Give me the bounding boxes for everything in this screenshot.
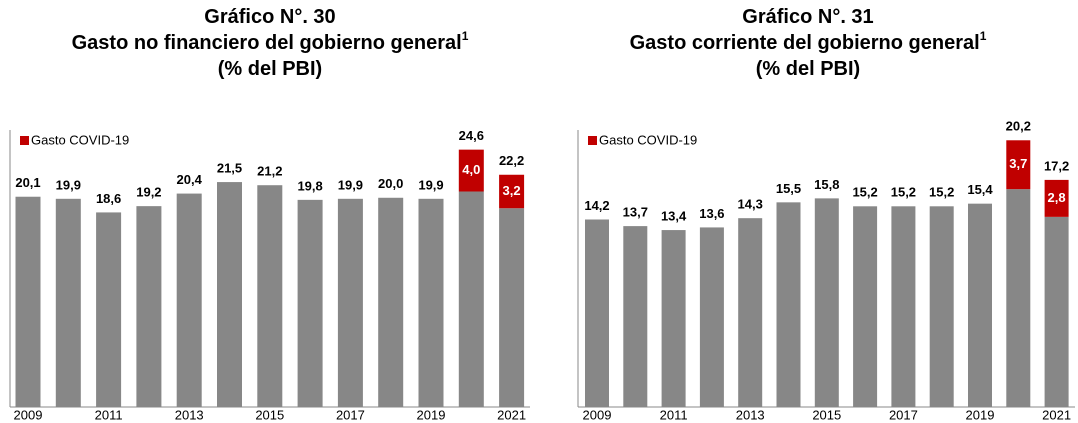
value-label: 18,6 — [96, 191, 121, 206]
bar — [499, 208, 525, 407]
legend-swatch — [588, 136, 597, 145]
value-label: 4,0 — [462, 162, 480, 177]
chart-title: Gráfico N°. 30 — [204, 6, 335, 28]
bar — [585, 219, 609, 407]
bar — [337, 198, 363, 407]
value-label: 15,5 — [776, 181, 801, 196]
chart-title: Gasto no financiero del gobierno general… — [72, 29, 469, 54]
value-label: 19,9 — [56, 177, 81, 192]
value-label: 14,2 — [584, 198, 609, 213]
value-label: 20,0 — [378, 176, 403, 191]
x-tick-label: 2017 — [889, 407, 918, 422]
title-text: (% del PBI) — [218, 58, 322, 80]
value-label: 13,6 — [699, 206, 724, 221]
total-label: 17,2 — [1044, 158, 1069, 173]
value-label: 15,2 — [852, 185, 877, 200]
bar — [661, 230, 686, 407]
legend-swatch — [20, 136, 29, 145]
x-tick-label: 2011 — [660, 407, 688, 422]
bar — [623, 226, 648, 407]
bar — [891, 206, 916, 407]
total-label: 20,2 — [1006, 119, 1031, 134]
value-label: 13,7 — [623, 205, 648, 220]
title-text: Gráfico N°. 30 — [204, 6, 335, 28]
bar — [1044, 216, 1069, 407]
bar — [136, 206, 162, 407]
bar — [738, 218, 763, 407]
x-tick-label: 2015 — [255, 407, 284, 422]
x-tick-label: 2015 — [812, 407, 841, 422]
bar — [853, 206, 878, 407]
x-tick-label: 2019 — [966, 407, 995, 422]
title-text: (% del PBI) — [756, 58, 860, 80]
x-tick-label: 2009 — [583, 407, 612, 422]
x-tick-label: 2011 — [95, 407, 123, 422]
value-label: 20,1 — [15, 175, 40, 190]
chart-title: (% del PBI) — [218, 58, 322, 80]
legend-label: Gasto COVID-19 — [599, 132, 697, 147]
bar — [257, 185, 283, 407]
chart-title: (% del PBI) — [756, 58, 860, 80]
chart-title: Gasto corriente del gobierno general1 — [630, 29, 987, 54]
total-label: 24,6 — [459, 128, 484, 143]
x-tick-label: 2021 — [497, 407, 526, 422]
bar — [699, 227, 724, 407]
chart-title: Gráfico N°. 31 — [742, 6, 873, 28]
value-label: 3,2 — [503, 183, 521, 198]
legend-label: Gasto COVID-19 — [31, 132, 129, 147]
bar — [176, 193, 202, 407]
value-label: 15,4 — [967, 182, 993, 197]
value-label: 15,8 — [814, 177, 839, 192]
value-label: 13,4 — [661, 209, 687, 224]
bar — [499, 174, 525, 209]
value-label: 21,5 — [217, 161, 242, 176]
bar — [1006, 189, 1031, 407]
value-label: 19,8 — [297, 178, 322, 193]
bar — [1044, 179, 1069, 217]
bar — [418, 198, 444, 407]
value-label: 14,3 — [738, 197, 763, 212]
bar — [297, 199, 323, 407]
x-tick-label: 2009 — [14, 407, 43, 422]
x-tick-label: 2019 — [417, 407, 446, 422]
bar — [217, 182, 242, 407]
bar — [55, 198, 81, 407]
bar — [458, 149, 484, 192]
x-tick-label: 2013 — [175, 407, 204, 422]
bar — [814, 198, 839, 407]
value-label: 15,2 — [891, 185, 916, 200]
title-text: Gasto corriente del gobierno general — [630, 32, 980, 54]
value-label: 21,2 — [257, 164, 282, 179]
bar — [378, 197, 404, 407]
bar — [458, 191, 484, 407]
value-label: 19,2 — [136, 185, 161, 200]
title-note: 1 — [980, 29, 987, 43]
value-label: 2,8 — [1048, 190, 1066, 205]
value-label: 3,7 — [1009, 156, 1027, 171]
title-text: Gasto no financiero del gobierno general — [72, 32, 462, 54]
x-tick-label: 2021 — [1042, 407, 1071, 422]
x-tick-label: 2013 — [736, 407, 765, 422]
total-label: 22,2 — [499, 153, 524, 168]
bar — [15, 196, 41, 407]
bar — [929, 206, 954, 407]
value-label: 15,2 — [929, 185, 954, 200]
value-label: 20,4 — [177, 172, 203, 187]
bar — [776, 202, 801, 407]
bar — [1006, 140, 1031, 190]
bar — [96, 212, 122, 407]
x-tick-label: 2017 — [336, 407, 365, 422]
bar — [968, 203, 992, 407]
title-note: 1 — [462, 29, 469, 43]
title-text: Gráfico N°. 31 — [742, 6, 873, 28]
value-label: 19,9 — [338, 177, 363, 192]
value-label: 19,9 — [418, 177, 443, 192]
